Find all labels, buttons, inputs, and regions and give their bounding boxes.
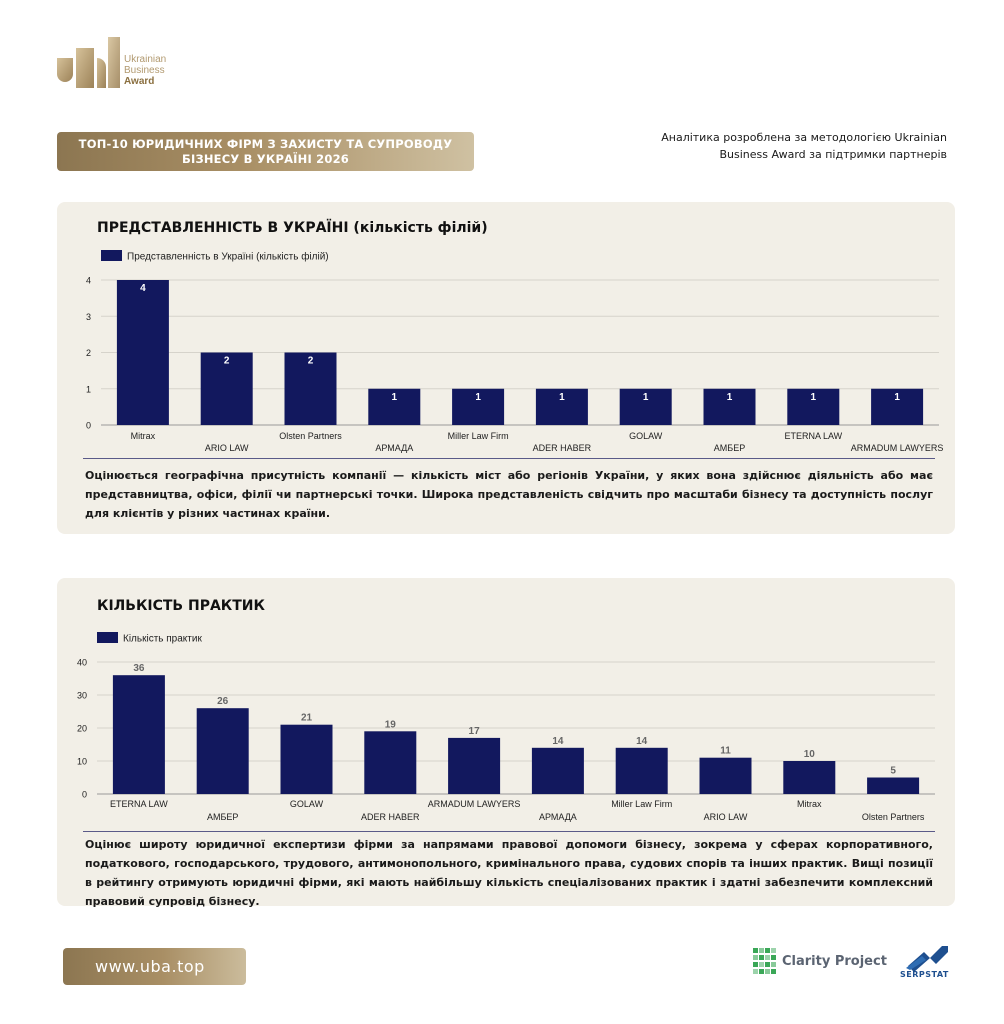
x-tick-label: Miller Law Firm bbox=[611, 799, 672, 809]
y-tick-label: 20 bbox=[77, 724, 87, 734]
divider bbox=[83, 831, 935, 832]
serpstat-label: SERPSTAT bbox=[900, 970, 949, 979]
data-label: 36 bbox=[133, 663, 145, 674]
x-tick-label: АМБЕР bbox=[207, 812, 238, 822]
bar bbox=[699, 757, 752, 794]
x-tick-label: GOLAW bbox=[629, 431, 663, 441]
bar bbox=[535, 388, 588, 425]
y-tick-label: 4 bbox=[86, 276, 91, 286]
branches-chart: 0 1 2 3 4 Представленність в Україні (кількіс… bbox=[86, 250, 944, 453]
x-tick-label: Olsten Partners bbox=[279, 431, 342, 441]
branches-panel: ПРЕДСТАВЛЕННІСТЬ В УКРАЇНІ (кількість фі… bbox=[57, 202, 955, 534]
bar bbox=[364, 731, 417, 794]
x-tick-label: АРМАДА bbox=[539, 812, 577, 822]
y-tick-label: 10 bbox=[77, 757, 87, 767]
data-label: 26 bbox=[217, 696, 229, 707]
y-tick-label: 3 bbox=[86, 312, 91, 322]
data-label: 1 bbox=[894, 392, 900, 403]
chart-description: Оцінюється географічна присутність компа… bbox=[85, 469, 933, 520]
legend-label: Представленність в Україні (кількість фі… bbox=[127, 251, 329, 263]
practices-chart: 0 10 20 30 40 Кількість практик 36 ETERNA LAW 26… bbox=[77, 632, 935, 822]
bar bbox=[871, 388, 924, 425]
data-label: 5 bbox=[890, 766, 896, 777]
data-label: 17 bbox=[469, 726, 481, 737]
data-label: 19 bbox=[385, 719, 397, 730]
bar bbox=[116, 280, 169, 425]
chart-description: Оцінює широту юридичної експертизи фірми… bbox=[85, 838, 933, 908]
data-label: 1 bbox=[643, 392, 649, 403]
x-tick-label: Mitrax bbox=[797, 799, 822, 809]
y-tick-label: 0 bbox=[86, 421, 91, 431]
chart-title: ПРЕДСТАВЛЕННІСТЬ В УКРАЇНІ (кількість фі… bbox=[97, 220, 488, 236]
data-label: 1 bbox=[392, 392, 398, 403]
chart-title: КІЛЬКІСТЬ ПРАКТИК bbox=[97, 598, 265, 614]
practices-panel: КІЛЬКІСТЬ ПРАКТИК 0 10 20 30 40 Кількість пра… bbox=[57, 578, 955, 908]
bar bbox=[452, 388, 505, 425]
data-label: 4 bbox=[140, 283, 146, 294]
data-label: 2 bbox=[224, 356, 230, 367]
methodology-note: Аналітика розроблена за методологією Ukr… bbox=[661, 131, 947, 161]
bar bbox=[280, 724, 333, 794]
y-tick-label: 30 bbox=[77, 691, 87, 701]
bar bbox=[703, 388, 756, 425]
clarity-project-logo: Clarity Project bbox=[753, 947, 887, 975]
clarity-project-icon bbox=[753, 948, 776, 974]
bar bbox=[112, 675, 165, 794]
x-tick-label: ETERNA LAW bbox=[784, 431, 842, 441]
bar bbox=[448, 737, 501, 794]
data-label: 14 bbox=[636, 736, 648, 747]
bar bbox=[783, 761, 836, 794]
x-tick-label: ARIO LAW bbox=[205, 443, 249, 453]
page-title: ТОП-10 ЮРИДИЧНИХ ФІРМ З ЗАХИСТУ ТА СУПРО… bbox=[57, 132, 474, 171]
x-tick-label: GOLAW bbox=[290, 799, 324, 809]
divider bbox=[83, 458, 935, 459]
y-tick-label: 1 bbox=[86, 384, 91, 394]
data-label: 14 bbox=[552, 736, 564, 747]
data-label: 1 bbox=[811, 392, 817, 403]
x-tick-label: ARIO LAW bbox=[704, 812, 748, 822]
website-link[interactable]: www.uba.top bbox=[63, 948, 246, 985]
bar bbox=[615, 747, 668, 794]
bar bbox=[200, 352, 253, 425]
x-tick-label: ETERNA LAW bbox=[110, 799, 168, 809]
data-label: 2 bbox=[308, 356, 314, 367]
data-label: 1 bbox=[475, 392, 481, 403]
bar bbox=[196, 708, 249, 794]
data-label: 21 bbox=[301, 713, 313, 724]
bar bbox=[787, 388, 840, 425]
y-tick-label: 2 bbox=[86, 348, 91, 358]
legend-swatch bbox=[97, 632, 118, 643]
serpstat-icon bbox=[906, 946, 948, 972]
legend-label: Кількість практик bbox=[123, 634, 202, 645]
data-label: 1 bbox=[727, 392, 733, 403]
x-tick-label: ADER HABER bbox=[361, 812, 420, 822]
bar bbox=[531, 747, 584, 794]
uba-logo bbox=[57, 37, 120, 88]
x-tick-label: ARMADUM LAWYERS bbox=[428, 799, 521, 809]
bar bbox=[867, 777, 920, 794]
x-tick-label: ADER HABER bbox=[533, 443, 592, 453]
data-label: 10 bbox=[804, 749, 816, 760]
bar bbox=[619, 388, 672, 425]
y-tick-label: 40 bbox=[77, 658, 87, 668]
x-tick-label: Miller Law Firm bbox=[448, 431, 509, 441]
uba-logo-text: Ukrainian Business Award bbox=[124, 54, 167, 87]
x-tick-label: Olsten Partners bbox=[862, 812, 925, 822]
bar bbox=[368, 388, 421, 425]
data-label: 1 bbox=[559, 392, 565, 403]
x-tick-label: Mitrax bbox=[131, 431, 156, 441]
x-tick-label: АРМАДА bbox=[375, 443, 413, 453]
y-tick-label: 0 bbox=[82, 790, 87, 800]
legend-swatch bbox=[101, 250, 122, 261]
data-label: 11 bbox=[720, 746, 731, 757]
x-tick-label: ARMADUM LAWYERS bbox=[851, 443, 944, 453]
clarity-project-label: Clarity Project bbox=[782, 953, 887, 969]
x-tick-label: АМБЕР bbox=[714, 443, 745, 453]
bar bbox=[284, 352, 337, 425]
